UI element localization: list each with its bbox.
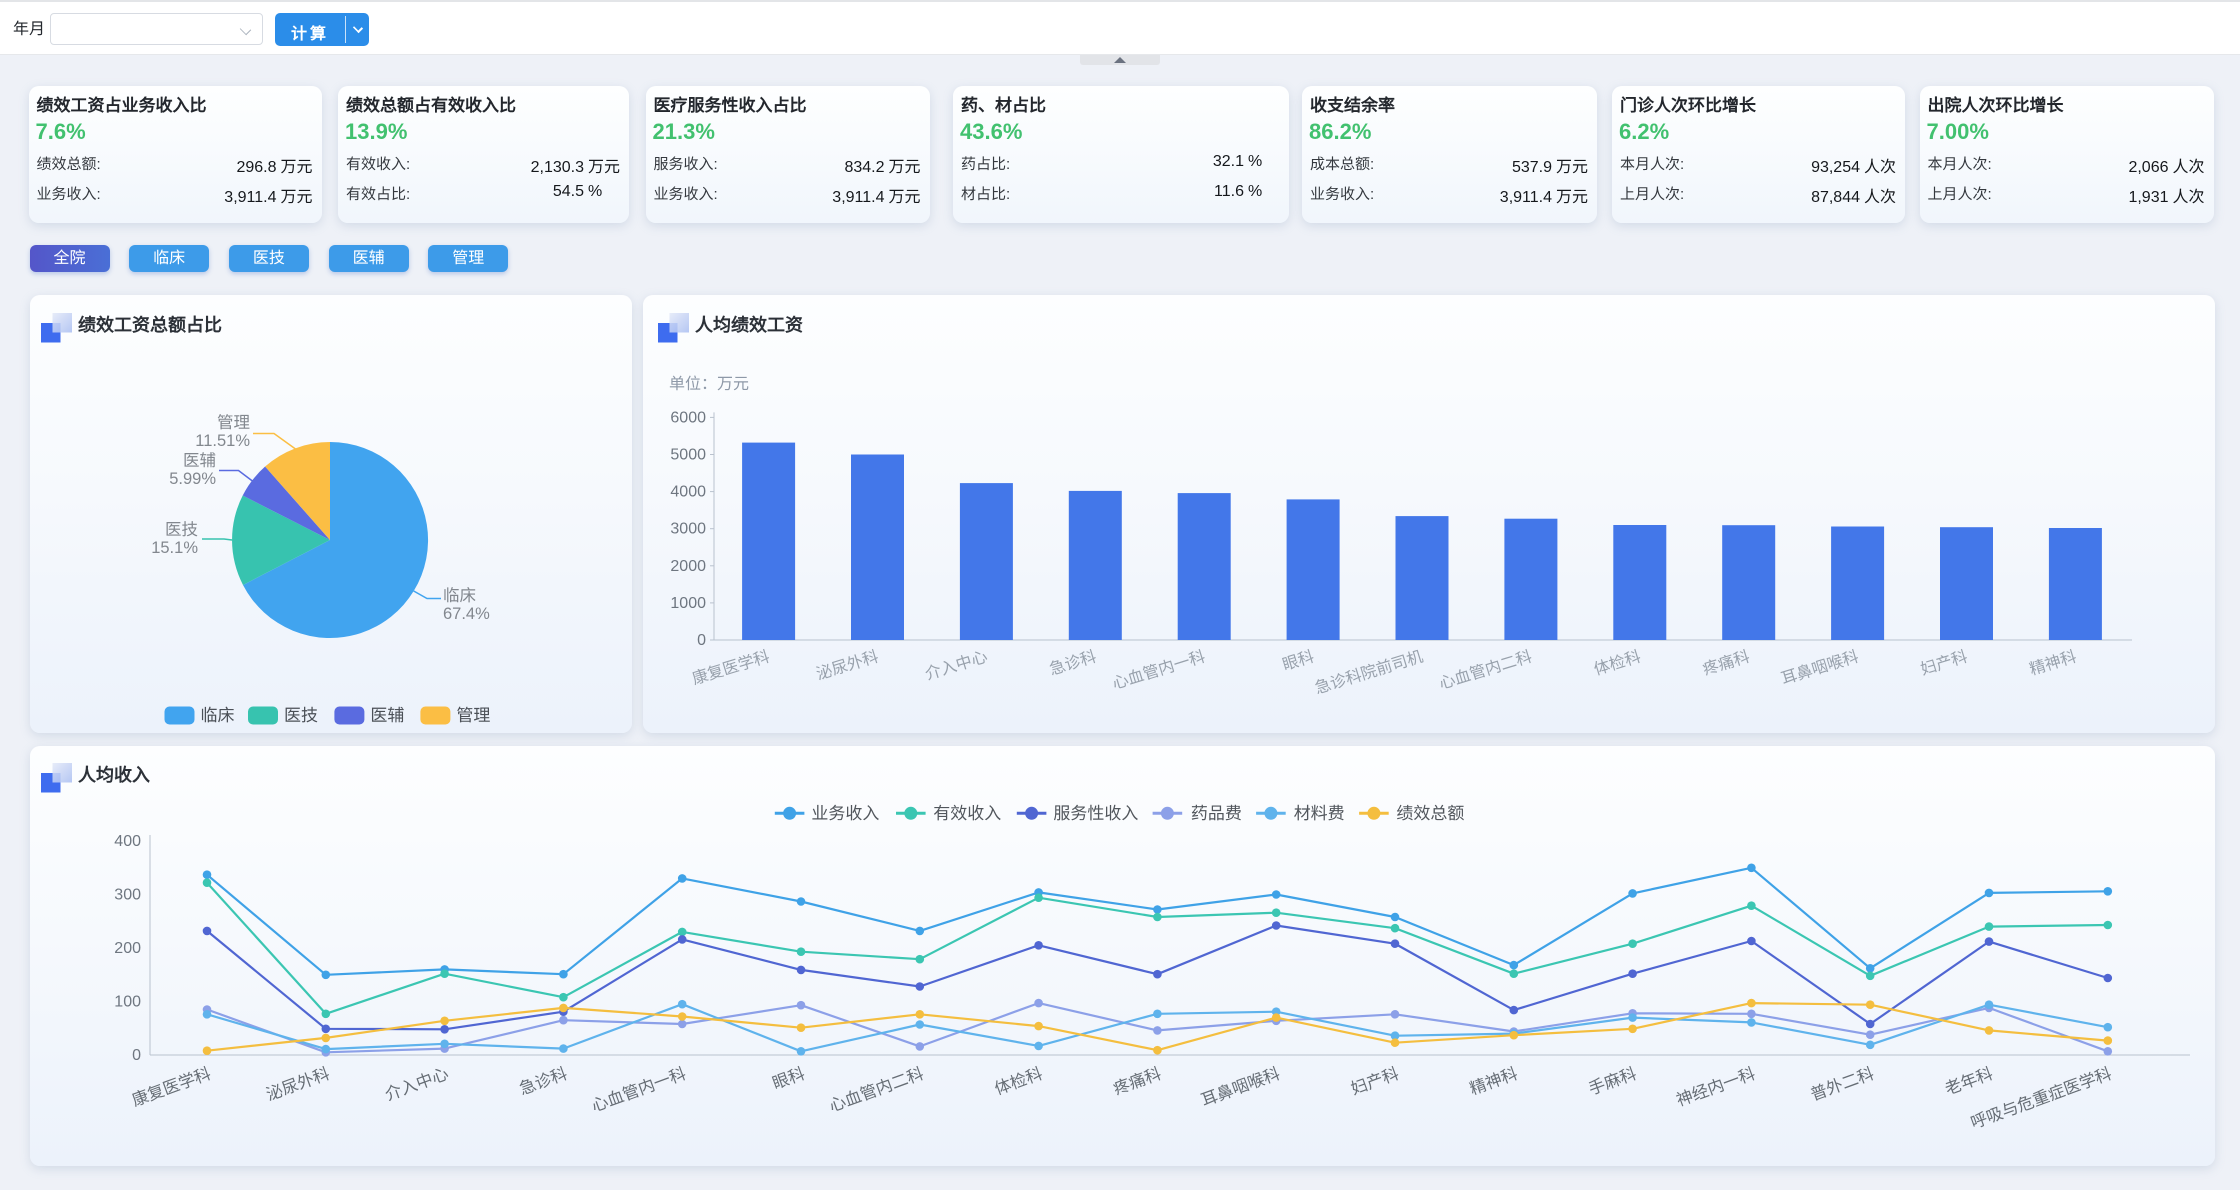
- svg-text:绩效工资总额占比: 绩效工资总额占比: [78, 315, 222, 335]
- svg-text:心血管内二科: 心血管内二科: [827, 1065, 926, 1116]
- svg-text:医辅: 医辅: [370, 706, 404, 725]
- svg-text:药品费: 药品费: [1191, 804, 1242, 823]
- svg-text:11.51%: 11.51%: [195, 432, 250, 450]
- svg-text:精神科: 精神科: [2027, 648, 2078, 679]
- svg-text:眼科: 眼科: [1280, 648, 1316, 675]
- svg-text:管理: 管理: [217, 414, 250, 432]
- svg-text:介入中心: 介入中心: [383, 1065, 451, 1104]
- svg-text:妇产科: 妇产科: [1349, 1065, 1402, 1099]
- svg-text:心血管内一科: 心血管内一科: [589, 1065, 688, 1116]
- svg-text:介入中心: 介入中心: [923, 648, 989, 684]
- svg-text:5.99%: 5.99%: [169, 470, 216, 488]
- svg-text:3000: 3000: [670, 521, 706, 538]
- svg-text:疼痛科: 疼痛科: [1701, 648, 1752, 679]
- svg-text:康复医学科: 康复医学科: [129, 1064, 213, 1110]
- svg-text:体检科: 体检科: [1592, 648, 1643, 679]
- svg-text:耳鼻咽喉科: 耳鼻咽喉科: [1779, 648, 1861, 689]
- svg-text:1000: 1000: [670, 595, 706, 612]
- svg-text:急诊科: 急诊科: [1047, 648, 1098, 679]
- svg-text:泌尿外科: 泌尿外科: [814, 648, 880, 684]
- svg-text:妇产科: 妇产科: [1918, 648, 1969, 679]
- svg-text:单位：万元: 单位：万元: [669, 375, 749, 393]
- svg-text:人均收入: 人均收入: [78, 765, 150, 785]
- svg-text:300: 300: [114, 887, 141, 904]
- svg-text:老年科: 老年科: [1943, 1065, 1996, 1099]
- svg-text:67.4%: 67.4%: [443, 605, 490, 623]
- svg-text:康复医学科: 康复医学科: [690, 648, 772, 689]
- svg-text:心血管内一科: 心血管内一科: [1110, 648, 1207, 693]
- svg-text:疼痛科: 疼痛科: [1111, 1065, 1164, 1099]
- svg-text:材料费: 材料费: [1294, 804, 1345, 823]
- svg-text:绩效总额: 绩效总额: [1396, 804, 1464, 823]
- svg-text:眼科: 眼科: [770, 1065, 807, 1093]
- svg-text:急诊科: 急诊科: [517, 1065, 570, 1099]
- svg-text:体检科: 体检科: [992, 1065, 1045, 1099]
- svg-text:手麻科: 手麻科: [1586, 1065, 1639, 1099]
- svg-text:耳鼻咽喉科: 耳鼻咽喉科: [1199, 1065, 1283, 1110]
- svg-text:2000: 2000: [670, 558, 706, 575]
- svg-text:人均绩效工资: 人均绩效工资: [695, 315, 803, 335]
- svg-text:100: 100: [114, 994, 141, 1011]
- svg-text:0: 0: [697, 632, 706, 649]
- svg-text:医技: 医技: [165, 521, 198, 539]
- svg-text:200: 200: [114, 940, 141, 957]
- svg-text:医辅: 医辅: [183, 452, 216, 470]
- svg-text:急诊科院前司机: 急诊科院前司机: [1313, 648, 1425, 698]
- svg-text:医技: 医技: [284, 706, 318, 725]
- svg-text:临床: 临床: [201, 706, 235, 725]
- svg-text:0: 0: [132, 1047, 141, 1064]
- svg-text:业务收入: 业务收入: [811, 804, 879, 823]
- svg-text:15.1%: 15.1%: [151, 539, 198, 557]
- svg-text:4000: 4000: [670, 484, 706, 501]
- svg-text:6000: 6000: [670, 409, 706, 426]
- svg-text:管理: 管理: [456, 706, 490, 725]
- svg-text:临床: 临床: [443, 587, 476, 605]
- svg-text:心血管内二科: 心血管内二科: [1437, 648, 1534, 693]
- svg-text:服务性收入: 服务性收入: [1053, 804, 1138, 823]
- svg-text:5000: 5000: [670, 447, 706, 464]
- svg-text:精神科: 精神科: [1467, 1065, 1520, 1099]
- svg-text:有效收入: 有效收入: [933, 804, 1001, 823]
- svg-text:泌尿外科: 泌尿外科: [264, 1065, 332, 1104]
- svg-text:400: 400: [114, 833, 141, 850]
- svg-text:普外二科: 普外二科: [1808, 1065, 1876, 1104]
- svg-text:神经内一科: 神经内一科: [1674, 1065, 1758, 1110]
